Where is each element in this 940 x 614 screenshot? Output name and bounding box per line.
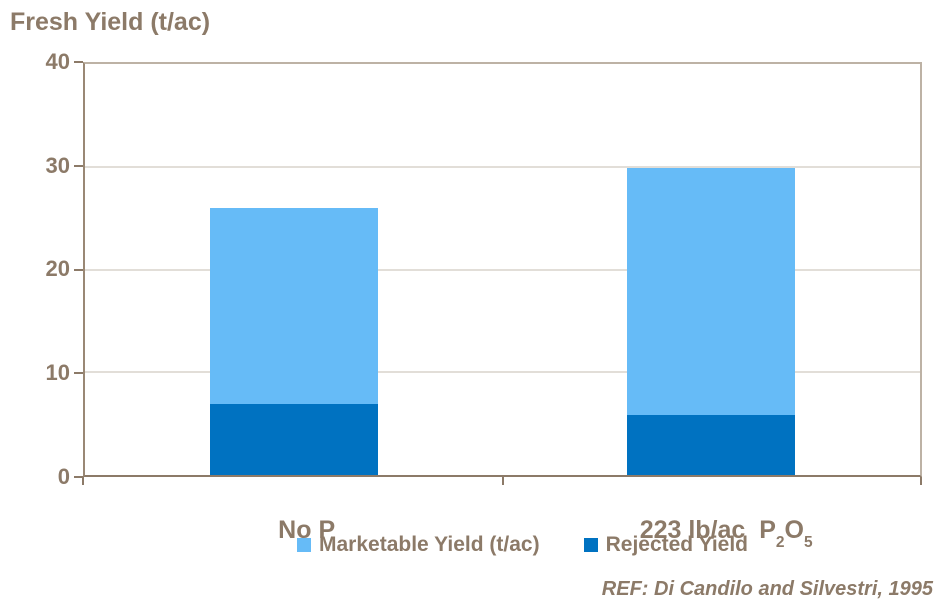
legend-swatch-rejected	[583, 538, 598, 552]
reference-text: REF: Di Candilo and Silvestri, 1995	[601, 578, 933, 600]
y-axis-label-20: 20	[45, 256, 70, 281]
y-axis-label-0: 0	[57, 464, 70, 489]
bar-segment-marketable-no-p	[209, 207, 378, 405]
legend-label-rejected: Rejected Yield	[605, 533, 748, 556]
category-p2o5	[503, 64, 921, 475]
bar-series-container	[85, 64, 920, 475]
y-tick-mark	[74, 61, 83, 63]
y-tick-mark	[74, 269, 83, 271]
y-axis-label-40: 40	[45, 49, 70, 74]
gridline-10	[85, 371, 920, 373]
x-tick-mark	[920, 477, 922, 485]
bar-segment-rejected-p2o5	[627, 415, 796, 475]
x-label-p2o5-o: O	[784, 516, 804, 544]
legend-item-marketable: Marketable Yield (t/ac)	[297, 533, 540, 557]
stacked-bar-no-p	[209, 64, 378, 475]
legend-item-rejected: Rejected Yield	[583, 533, 748, 557]
x-label-p2o5: 223 lb/ac P2O5	[503, 487, 923, 578]
legend-swatch-marketable	[297, 538, 311, 552]
y-tick-mark	[74, 372, 83, 374]
x-label-p2o5-sub2: 2	[775, 534, 785, 552]
x-tick-mark	[82, 477, 84, 485]
x-tick-mark	[502, 477, 504, 485]
bar-segment-rejected-no-p	[209, 404, 378, 475]
category-no-p	[85, 64, 503, 475]
y-tick-mark	[74, 476, 83, 478]
y-axis-label-10: 10	[45, 360, 70, 385]
y-tick-mark	[74, 165, 83, 167]
legend-label-marketable: Marketable Yield (t/ac)	[319, 533, 540, 556]
y-axis-label-30: 30	[45, 153, 70, 178]
gridline-30	[85, 166, 920, 168]
x-axis-labels: No P 223 lb/ac P2O5	[83, 487, 922, 578]
x-label-p2o5-sub5: 5	[803, 534, 813, 552]
gridline-20	[85, 269, 920, 270]
bar-segment-marketable-p2o5	[627, 167, 796, 416]
plot-area	[83, 62, 922, 477]
chart-title: Fresh Yield (t/ac)	[10, 8, 211, 36]
x-label-p2o5-pre: 223 lb/ac P	[639, 516, 776, 544]
stacked-bar-p2o5	[627, 64, 796, 475]
legend: Marketable Yield (t/ac) Rejected Yield	[83, 533, 922, 557]
